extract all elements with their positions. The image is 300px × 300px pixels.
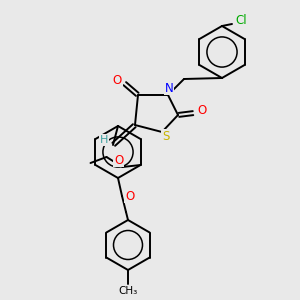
Text: O: O bbox=[114, 154, 123, 166]
Text: S: S bbox=[162, 130, 170, 142]
Text: H: H bbox=[100, 135, 108, 145]
Text: O: O bbox=[112, 74, 122, 88]
Text: CH₃: CH₃ bbox=[118, 286, 138, 296]
Text: Cl: Cl bbox=[235, 14, 247, 26]
Text: N: N bbox=[165, 82, 173, 94]
Text: O: O bbox=[197, 104, 207, 118]
Text: O: O bbox=[125, 190, 135, 202]
